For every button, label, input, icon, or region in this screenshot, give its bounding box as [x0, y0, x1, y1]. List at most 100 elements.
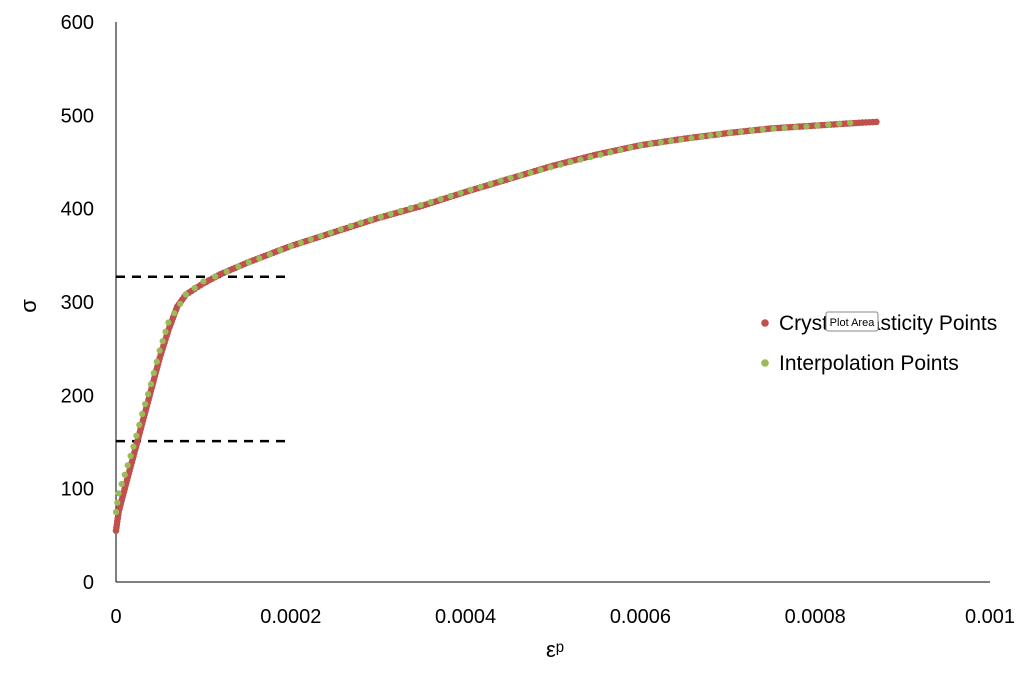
y-tick-label: 500 [61, 105, 94, 127]
legend-marker-crystal [761, 319, 769, 327]
interpolation-point [357, 219, 364, 226]
interpolation-point [770, 125, 777, 132]
interpolation-point [577, 156, 584, 163]
tooltip-text: Plot Area [830, 317, 876, 329]
interpolation-point [748, 127, 755, 134]
interpolation-point [737, 128, 745, 135]
interpolation-point [792, 124, 799, 131]
interpolation-point [277, 247, 284, 254]
interpolation-point [437, 195, 444, 203]
interpolation-point [139, 410, 146, 418]
legend-label-crystal: Crystal Plasticity Points [779, 312, 997, 335]
x-axis-label: εᵖ [546, 637, 564, 662]
data-points [112, 118, 880, 534]
legend-item-interpolation: Interpolation Points [761, 352, 959, 375]
interpolation-point [130, 443, 137, 450]
legend-label-interpolation: Interpolation Points [779, 352, 959, 375]
interpolation-point [142, 400, 149, 408]
interpolation-point [667, 137, 675, 145]
x-tick-label: 0.001 [965, 606, 1015, 628]
interpolation-point [118, 480, 125, 488]
interpolation-point [657, 139, 664, 146]
interpolation-point [144, 390, 152, 398]
legend-item-crystal: Crystal Plasticity Points [761, 312, 997, 335]
y-tick-label: 300 [61, 292, 94, 314]
interpolation-point [200, 278, 207, 285]
interpolation-point [527, 169, 534, 176]
interpolation-point [159, 338, 166, 345]
interpolation-point [567, 158, 574, 166]
interpolation-point [637, 142, 644, 149]
interpolation-point [112, 508, 120, 516]
y-axis-label: σ [16, 299, 41, 313]
legend-marker-interpolation [761, 359, 769, 367]
crystal-plasticity-point [873, 118, 880, 126]
interpolation-point [627, 144, 634, 151]
tooltip-box [825, 311, 879, 332]
plot-area-tooltip: Plot Area [825, 311, 879, 332]
interpolation-point [647, 140, 654, 147]
interpolation-point [191, 284, 198, 292]
interpolation-point [457, 189, 464, 197]
y-tick-label: 200 [61, 385, 94, 407]
interpolation-point [337, 226, 344, 233]
y-tick-label: 0 [83, 572, 94, 594]
interpolation-point [211, 273, 219, 280]
interpolation-point [759, 126, 766, 133]
interpolation-point [387, 210, 394, 217]
interpolation-point [114, 499, 121, 506]
interpolation-point [287, 242, 294, 250]
x-tick-label: 0.0004 [435, 606, 496, 628]
interpolation-point [781, 124, 788, 132]
interpolation-point [407, 204, 414, 212]
y-tick-label: 400 [61, 199, 94, 221]
interpolation-point [133, 432, 140, 439]
interpolation-point [477, 183, 484, 190]
interpolation-point [547, 164, 554, 171]
interpolation-point [427, 199, 434, 206]
y-tick-label: 100 [61, 479, 94, 501]
interpolation-point [715, 130, 723, 138]
interpolation-point [235, 263, 242, 270]
interpolation-point [537, 166, 544, 174]
interpolation-point [497, 177, 504, 184]
interpolation-point [607, 149, 614, 156]
interpolation-point [266, 251, 273, 258]
interpolation-point [153, 358, 160, 365]
x-tick-label: 0.0006 [610, 606, 671, 628]
interpolation-point [587, 154, 594, 161]
legend: Crystal Plasticity Points Interpolation … [761, 312, 997, 375]
interpolation-point [597, 151, 604, 158]
interpolation-point [467, 186, 474, 193]
interpolation-point [517, 172, 524, 179]
x-tick-label: 0 [110, 606, 121, 628]
interpolation-point [256, 255, 263, 262]
interpolation-point [182, 291, 190, 298]
y-tick-label: 600 [61, 12, 94, 34]
interpolation-point [115, 490, 122, 497]
interpolation-point [127, 452, 134, 460]
interpolation-point [367, 216, 374, 223]
interpolation-point [617, 146, 624, 154]
interpolation-point [327, 229, 334, 236]
interpolation-point [377, 213, 384, 220]
x-tick-label: 0.0008 [785, 606, 846, 628]
interpolation-point [121, 471, 128, 478]
x-tick-label: 0.0002 [260, 606, 321, 628]
interpolation-point [726, 129, 734, 136]
interpolation-point [136, 421, 143, 428]
interpolation-point [836, 120, 843, 127]
interpolation-point [698, 133, 705, 140]
interpolation-point [417, 201, 424, 209]
interpolation-point [847, 119, 854, 126]
interpolation-point [487, 180, 494, 187]
interpolation-point [124, 462, 131, 469]
tick-labels: 0 0.0002 0.0004 0.0006 0.0008 0.001 0 100 200 300… [61, 12, 1015, 628]
interpolation-point [678, 136, 685, 143]
interpolation-point [447, 192, 454, 200]
interpolation-point [147, 381, 155, 388]
interpolation-point [162, 328, 169, 335]
interpolation-point [245, 259, 252, 266]
